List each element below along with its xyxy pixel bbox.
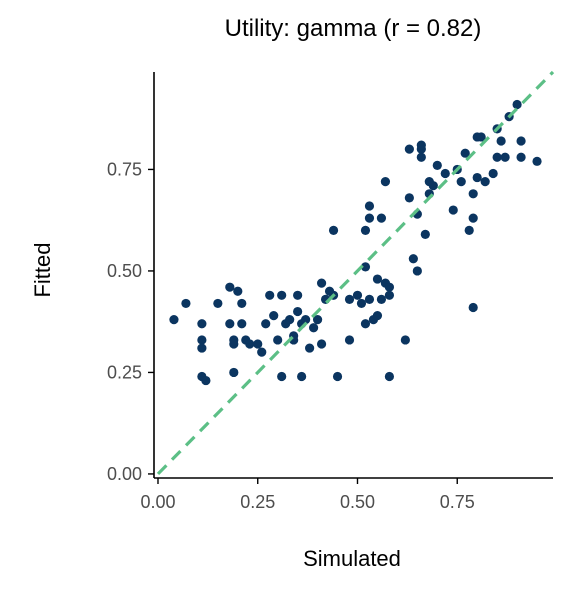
data-point	[468, 213, 478, 223]
data-point	[285, 315, 295, 325]
data-point	[237, 319, 247, 329]
data-point	[416, 140, 426, 150]
data-point	[269, 311, 279, 321]
x-axis-ticks: 0.00 0.25 0.50 0.75	[140, 478, 475, 512]
data-point	[360, 319, 371, 329]
data-point	[428, 181, 438, 191]
data-point	[448, 205, 458, 215]
data-point	[472, 172, 482, 183]
data-point	[460, 148, 470, 158]
data-point	[352, 290, 363, 300]
data-point	[332, 371, 343, 382]
x-axis-label: Simulated	[303, 546, 401, 571]
data-point	[360, 225, 371, 235]
data-point	[516, 136, 526, 146]
data-point	[169, 315, 179, 325]
data-point	[316, 278, 327, 288]
data-point	[344, 335, 355, 345]
data-point	[372, 311, 383, 321]
data-point	[309, 323, 319, 333]
y-tick-label: 0.50	[107, 261, 142, 281]
data-point	[400, 335, 410, 345]
data-point	[225, 319, 235, 329]
data-point	[404, 144, 414, 154]
data-point	[305, 343, 315, 353]
data-point	[456, 177, 466, 187]
data-point	[328, 225, 339, 235]
data-point	[356, 298, 367, 309]
x-tick-label: 0.00	[140, 492, 175, 512]
data-point	[464, 225, 474, 235]
x-tick-label: 0.25	[240, 492, 275, 512]
data-point	[344, 294, 355, 304]
data-point	[257, 347, 267, 357]
data-point	[273, 335, 283, 345]
data-point	[420, 229, 430, 239]
data-point	[301, 315, 311, 325]
data-point	[376, 294, 387, 304]
y-tick-label: 0.00	[107, 464, 142, 484]
data-point	[384, 371, 395, 382]
y-tick-label: 0.75	[107, 159, 142, 179]
data-point	[476, 132, 486, 142]
data-point	[500, 152, 510, 162]
data-point	[468, 189, 478, 199]
data-point	[293, 290, 303, 300]
data-point	[181, 298, 191, 309]
x-tick-label: 0.75	[440, 492, 475, 512]
data-point	[261, 319, 271, 329]
data-point	[532, 156, 542, 166]
y-axis-ticks: 0.00 0.25 0.50 0.75	[107, 159, 154, 484]
plot-area	[156, 70, 555, 476]
data-point	[416, 152, 426, 162]
y-axis-label: Fitted	[30, 242, 55, 297]
x-tick-label: 0.50	[340, 492, 375, 512]
identity-reference-line	[156, 70, 555, 476]
data-point	[384, 282, 395, 292]
data-point	[364, 294, 375, 304]
data-point	[277, 290, 287, 300]
data-point	[245, 339, 255, 349]
data-point	[412, 266, 422, 276]
chart-title: Utility: gamma (r = 0.82)	[225, 15, 482, 42]
data-point	[496, 136, 506, 146]
data-point	[408, 254, 418, 264]
data-point	[404, 193, 414, 203]
data-point	[229, 367, 239, 378]
data-point	[233, 286, 243, 296]
data-point	[265, 290, 275, 300]
data-point	[297, 371, 307, 382]
data-point	[237, 298, 247, 309]
y-tick-label: 0.25	[107, 362, 142, 382]
data-point	[201, 375, 211, 386]
data-point	[492, 152, 502, 162]
data-point	[229, 335, 239, 345]
data-point	[364, 201, 375, 211]
data-point	[512, 99, 522, 110]
data-point	[360, 262, 371, 272]
data-point	[312, 315, 323, 325]
data-point	[197, 343, 207, 353]
data-point	[253, 339, 263, 349]
data-point	[384, 290, 395, 300]
data-point	[480, 177, 490, 187]
data-point	[432, 160, 442, 170]
data-point	[197, 319, 207, 329]
data-point	[380, 177, 391, 187]
data-point	[516, 152, 526, 162]
data-point	[197, 335, 207, 345]
data-point	[316, 339, 327, 349]
data-point	[364, 213, 375, 223]
data-point	[213, 298, 223, 309]
data-point	[372, 274, 383, 284]
data-point	[376, 213, 387, 223]
data-point	[277, 371, 287, 382]
data-point	[293, 306, 303, 317]
data-point	[488, 168, 498, 179]
data-point	[225, 282, 235, 292]
data-point	[440, 168, 450, 179]
data-point	[468, 302, 478, 313]
